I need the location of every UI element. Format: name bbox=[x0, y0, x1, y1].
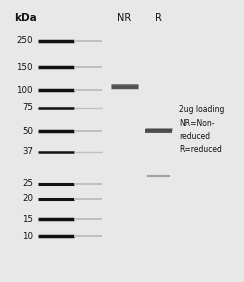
Text: kDa: kDa bbox=[14, 13, 37, 23]
Text: 150: 150 bbox=[16, 63, 33, 72]
Text: 15: 15 bbox=[22, 215, 33, 224]
Text: 250: 250 bbox=[16, 36, 33, 45]
Text: 10: 10 bbox=[22, 232, 33, 241]
Text: NR: NR bbox=[117, 13, 132, 23]
Text: R: R bbox=[155, 13, 162, 23]
Text: 75: 75 bbox=[22, 103, 33, 112]
Text: 20: 20 bbox=[22, 194, 33, 203]
Text: 100: 100 bbox=[16, 86, 33, 95]
Text: 37: 37 bbox=[22, 147, 33, 156]
Text: 25: 25 bbox=[22, 179, 33, 188]
Text: 2ug loading
NR=Non-
reduced
R=reduced: 2ug loading NR=Non- reduced R=reduced bbox=[179, 105, 225, 154]
Text: 50: 50 bbox=[22, 127, 33, 136]
